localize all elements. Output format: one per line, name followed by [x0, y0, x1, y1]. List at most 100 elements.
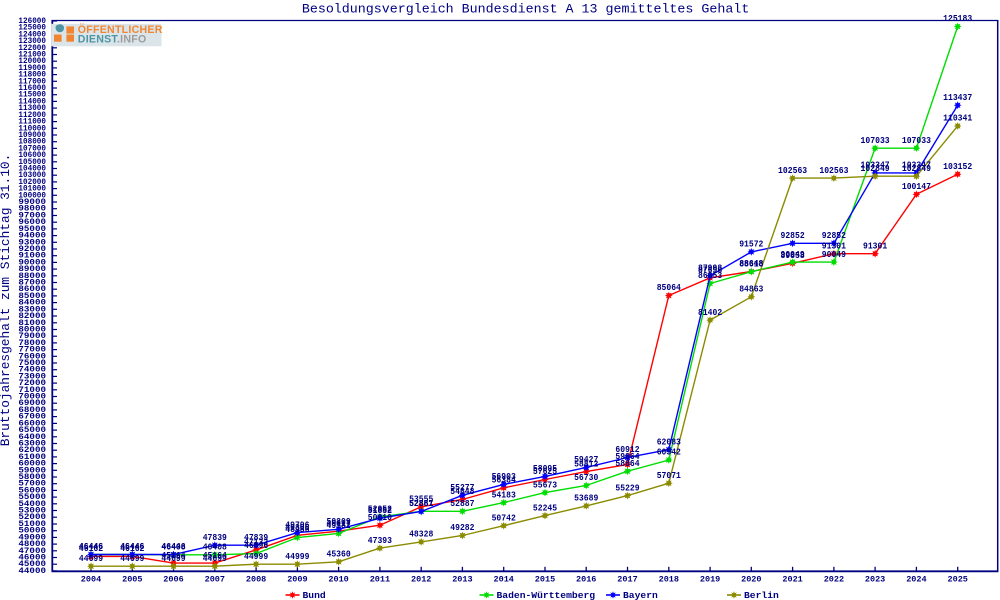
svg-text:94000: 94000	[18, 233, 46, 241]
svg-text:53689: 53689	[574, 493, 598, 504]
svg-text:47132: 47132	[244, 537, 268, 548]
svg-text:50209: 50209	[327, 516, 351, 527]
svg-text:46446: 46446	[120, 541, 144, 552]
svg-text:59427: 59427	[574, 454, 598, 465]
svg-text:52052: 52052	[368, 504, 392, 515]
svg-text:46446: 46446	[79, 541, 103, 552]
svg-text:46408: 46408	[203, 542, 228, 553]
svg-text:96000: 96000	[18, 219, 46, 227]
svg-text:65000: 65000	[18, 427, 46, 435]
svg-text:81402: 81402	[698, 307, 722, 318]
svg-text:110000: 110000	[18, 125, 46, 133]
svg-text:2015: 2015	[535, 575, 555, 585]
svg-text:56730: 56730	[574, 472, 598, 483]
svg-text:100147: 100147	[902, 181, 931, 192]
svg-text:102563: 102563	[778, 165, 808, 176]
svg-text:125183: 125183	[943, 13, 973, 24]
svg-text:2005: 2005	[122, 575, 142, 585]
svg-text:Berlin: Berlin	[744, 590, 779, 600]
svg-text:54648: 54648	[450, 486, 475, 497]
svg-text:55673: 55673	[533, 479, 558, 490]
svg-text:Bruttojahresgehalt zum Stichta: Bruttojahresgehalt zum Stichtag 31.10.	[0, 154, 13, 447]
svg-text:70000: 70000	[18, 394, 46, 402]
svg-text:Bund: Bund	[303, 590, 326, 600]
svg-text:99000: 99000	[18, 199, 46, 207]
svg-text:45360: 45360	[327, 549, 351, 560]
svg-text:2009: 2009	[287, 575, 307, 585]
svg-text:54000: 54000	[18, 501, 46, 509]
svg-text:2011: 2011	[370, 575, 390, 585]
svg-text:89000: 89000	[18, 266, 46, 274]
svg-text:49917: 49917	[327, 518, 351, 529]
svg-text:114000: 114000	[18, 98, 46, 106]
svg-text:ÖFFENTLICHER: ÖFFENTLICHER	[78, 23, 163, 36]
svg-text:44000: 44000	[18, 568, 46, 576]
svg-text:54183: 54183	[492, 489, 517, 500]
svg-text:58812: 58812	[574, 458, 598, 469]
svg-text:84000: 84000	[18, 300, 46, 308]
svg-text:2010: 2010	[328, 575, 348, 585]
svg-text:2017: 2017	[617, 575, 637, 585]
svg-text:59000: 59000	[18, 467, 46, 475]
svg-text:92000: 92000	[18, 246, 46, 254]
svg-text:47839: 47839	[203, 532, 227, 543]
svg-text:55277: 55277	[450, 482, 474, 493]
svg-text:48986: 48986	[285, 524, 309, 535]
svg-text:69000: 69000	[18, 400, 46, 408]
svg-text:2020: 2020	[741, 575, 761, 585]
svg-text:49582: 49582	[327, 520, 351, 531]
svg-text:53555: 53555	[409, 494, 434, 505]
svg-text:109000: 109000	[18, 132, 46, 140]
svg-text:103347: 103347	[902, 160, 931, 171]
svg-text:2006: 2006	[163, 575, 183, 585]
svg-text:124000: 124000	[18, 31, 46, 39]
svg-text:58864: 58864	[615, 458, 640, 469]
svg-text:46446: 46446	[120, 541, 144, 552]
svg-text:2004: 2004	[81, 575, 101, 585]
svg-text:55229: 55229	[615, 482, 639, 493]
svg-text:91301: 91301	[822, 240, 847, 251]
svg-text:45164: 45164	[203, 550, 228, 561]
svg-text:88648: 88648	[739, 258, 764, 269]
svg-text:2021: 2021	[782, 575, 802, 585]
svg-text:88000: 88000	[18, 273, 46, 281]
svg-text:46162: 46162	[120, 543, 144, 554]
svg-text:51000: 51000	[18, 521, 46, 529]
svg-text:2016: 2016	[576, 575, 596, 585]
svg-text:44699: 44699	[203, 553, 227, 564]
svg-text:Besoldungsvergleich Bundesdien: Besoldungsvergleich Bundesdienst A 13 ge…	[302, 2, 750, 17]
svg-text:113000: 113000	[18, 105, 46, 113]
svg-text:115000: 115000	[18, 92, 46, 100]
svg-text:87998: 87998	[698, 263, 723, 274]
svg-text:57071: 57071	[657, 470, 682, 481]
svg-text:110341: 110341	[943, 113, 973, 124]
svg-text:68000: 68000	[18, 407, 46, 415]
svg-text:48328: 48328	[409, 529, 434, 540]
svg-text:49306: 49306	[285, 522, 309, 533]
svg-text:85064: 85064	[657, 282, 682, 293]
svg-text:47839: 47839	[244, 532, 268, 543]
svg-text:102000: 102000	[18, 179, 46, 187]
svg-text:81000: 81000	[18, 320, 46, 328]
svg-text:57625: 57625	[533, 466, 558, 477]
svg-text:44999: 44999	[244, 551, 268, 562]
svg-text:78000: 78000	[18, 340, 46, 348]
svg-text:106000: 106000	[18, 152, 46, 160]
svg-text:44699: 44699	[161, 553, 185, 564]
svg-text:100000: 100000	[18, 192, 46, 200]
svg-text:91572: 91572	[739, 239, 763, 250]
svg-text:98000: 98000	[18, 206, 46, 214]
svg-text:62083: 62083	[657, 436, 682, 447]
svg-text:52245: 52245	[533, 502, 558, 513]
svg-text:102849: 102849	[902, 163, 931, 174]
svg-text:95000: 95000	[18, 226, 46, 234]
svg-text:119000: 119000	[18, 65, 46, 73]
svg-text:2013: 2013	[452, 575, 472, 585]
svg-text:Bayern: Bayern	[623, 590, 658, 600]
svg-text:50810: 50810	[368, 512, 392, 523]
svg-text:117000: 117000	[18, 78, 46, 86]
svg-text:2012: 2012	[411, 575, 431, 585]
svg-text:103152: 103152	[943, 161, 972, 172]
svg-text:48000: 48000	[18, 541, 46, 549]
svg-text:45000: 45000	[18, 561, 46, 569]
